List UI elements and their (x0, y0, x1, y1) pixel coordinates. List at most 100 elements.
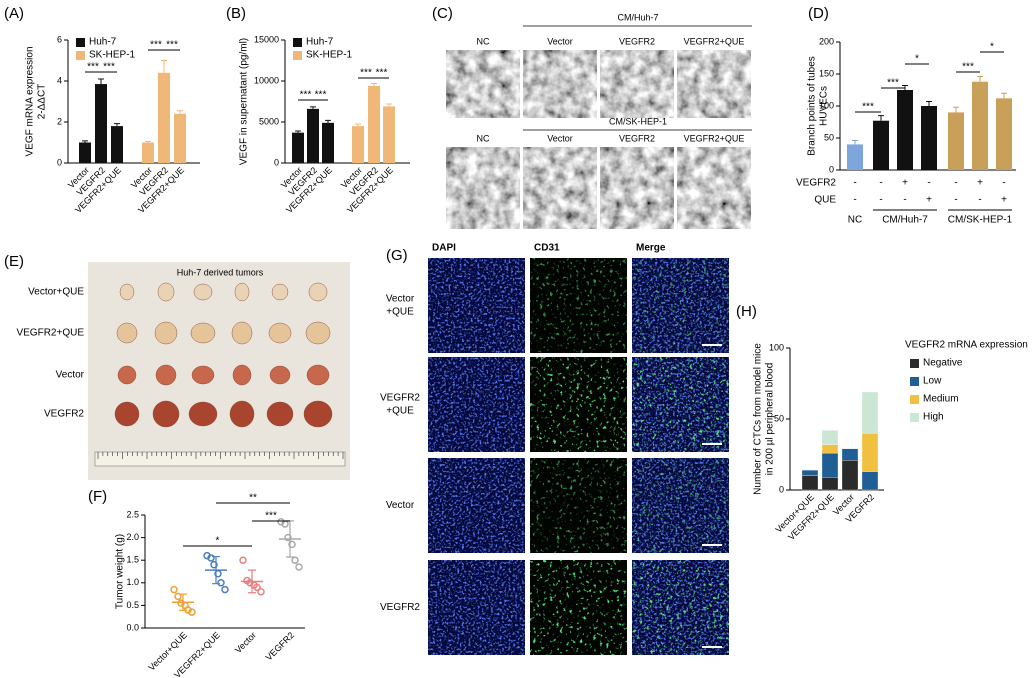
y-tick-label: 50 (774, 413, 784, 423)
row-value: - (879, 195, 882, 206)
group-label: CM/Huh-7 (882, 215, 928, 226)
group-label: CM/SK-HEP-1 (609, 116, 667, 126)
y-tick-label: 5000 (259, 116, 279, 126)
significance-label: *** (166, 40, 178, 51)
column-label: VEGFR2 (619, 36, 655, 46)
tumor (152, 400, 180, 428)
bar (79, 142, 91, 163)
tumor (271, 283, 289, 301)
tumor (154, 321, 178, 345)
row-value: + (902, 178, 908, 189)
legend-label: Low (923, 376, 942, 387)
dapi-signal (428, 560, 525, 655)
row-label: +QUE (386, 406, 414, 417)
significance-label: *** (265, 511, 277, 522)
error-bar (852, 140, 858, 145)
tumor (114, 401, 140, 427)
bar (307, 108, 319, 163)
legend-swatch (76, 51, 85, 60)
tumor (305, 321, 331, 345)
row-value: - (927, 178, 930, 189)
cd31-signal (632, 458, 729, 553)
data-point (174, 592, 182, 601)
column-label: VEGFR2+QUE (684, 36, 745, 46)
column-label: DAPI (432, 243, 456, 254)
bar-segment (821, 444, 839, 454)
y-tick-label: 0.5 (126, 600, 139, 610)
data-point (257, 588, 265, 596)
column-label: CD31 (534, 243, 560, 254)
column-label: NC (477, 133, 490, 143)
bar-segment (821, 430, 839, 445)
column-label: NC (477, 36, 490, 46)
micrograph (523, 147, 597, 229)
bar (322, 122, 334, 163)
sd-bar (179, 593, 187, 611)
y-axis-label: VEGF in supernatant (pg/ml) (239, 38, 250, 165)
row-value: - (954, 178, 957, 189)
data-point (291, 556, 299, 564)
tumor (266, 401, 294, 427)
y-tick-label: 2 (57, 116, 62, 126)
legend-swatch (910, 359, 919, 368)
dapi-signal (428, 357, 525, 452)
cd31-signal (530, 357, 627, 452)
data-point (284, 533, 292, 542)
bar (972, 81, 988, 170)
bar (174, 113, 186, 163)
bar-segment (861, 433, 879, 472)
x-tick-label: Vector (233, 630, 258, 655)
y-tick-label: 0 (779, 484, 784, 494)
photo-title: Huh-7 derived tumors (177, 267, 264, 277)
legend-label: Medium (923, 394, 959, 405)
bar (368, 85, 380, 163)
micrograph (446, 147, 520, 229)
error-bar (295, 130, 301, 133)
x-tick-label: VEGFR2 (264, 630, 297, 663)
error-bar (177, 110, 183, 114)
legend-label: Huh-7 (89, 37, 117, 48)
panel-label: (B) (226, 5, 246, 22)
bar (897, 90, 913, 170)
cd31-signal (530, 458, 627, 553)
bar (948, 112, 964, 170)
micrograph (677, 50, 751, 118)
row-label: +QUE (386, 307, 414, 318)
y-axis-label: Tumor weight (g) (115, 534, 126, 609)
tumor (116, 322, 138, 344)
tumor (306, 364, 330, 386)
significance-label: ** (249, 493, 257, 504)
y-tick-label: 2.5 (126, 509, 139, 519)
column-label: VEGFR2+QUE (684, 133, 745, 143)
error-bar (355, 123, 361, 127)
y-tick-label: 200 (819, 36, 834, 46)
column-label: Vector (547, 133, 573, 143)
panel-label: (F) (88, 488, 107, 505)
bar (352, 126, 364, 163)
row-label: VEGFR2 (380, 602, 420, 613)
data-point (221, 585, 229, 594)
panel-label: (D) (808, 5, 829, 22)
y-axis-label: Number of CTCs from model mice (753, 343, 764, 495)
panel-label: (C) (432, 5, 453, 22)
cd31-signal (632, 560, 729, 655)
data-point (217, 579, 225, 587)
tumor (119, 283, 135, 301)
row-value: - (954, 195, 957, 206)
row-label: VEGFR2+QUE (16, 328, 84, 339)
panel-label: (E) (4, 253, 24, 270)
panel-label: (G) (386, 247, 408, 264)
significance-label: *** (315, 90, 327, 101)
data-point (210, 560, 218, 569)
row-label: VEGFR2 (44, 409, 84, 420)
ruler (94, 451, 346, 467)
bar-segment (861, 391, 879, 434)
bar (847, 144, 863, 170)
error-bar (878, 115, 884, 121)
row-label: Vector (386, 500, 415, 511)
cd31-signal (632, 357, 729, 452)
y-tick-label: 100 (819, 100, 834, 110)
legend-label: Huh-7 (306, 37, 334, 48)
significance-label: *** (962, 62, 974, 73)
